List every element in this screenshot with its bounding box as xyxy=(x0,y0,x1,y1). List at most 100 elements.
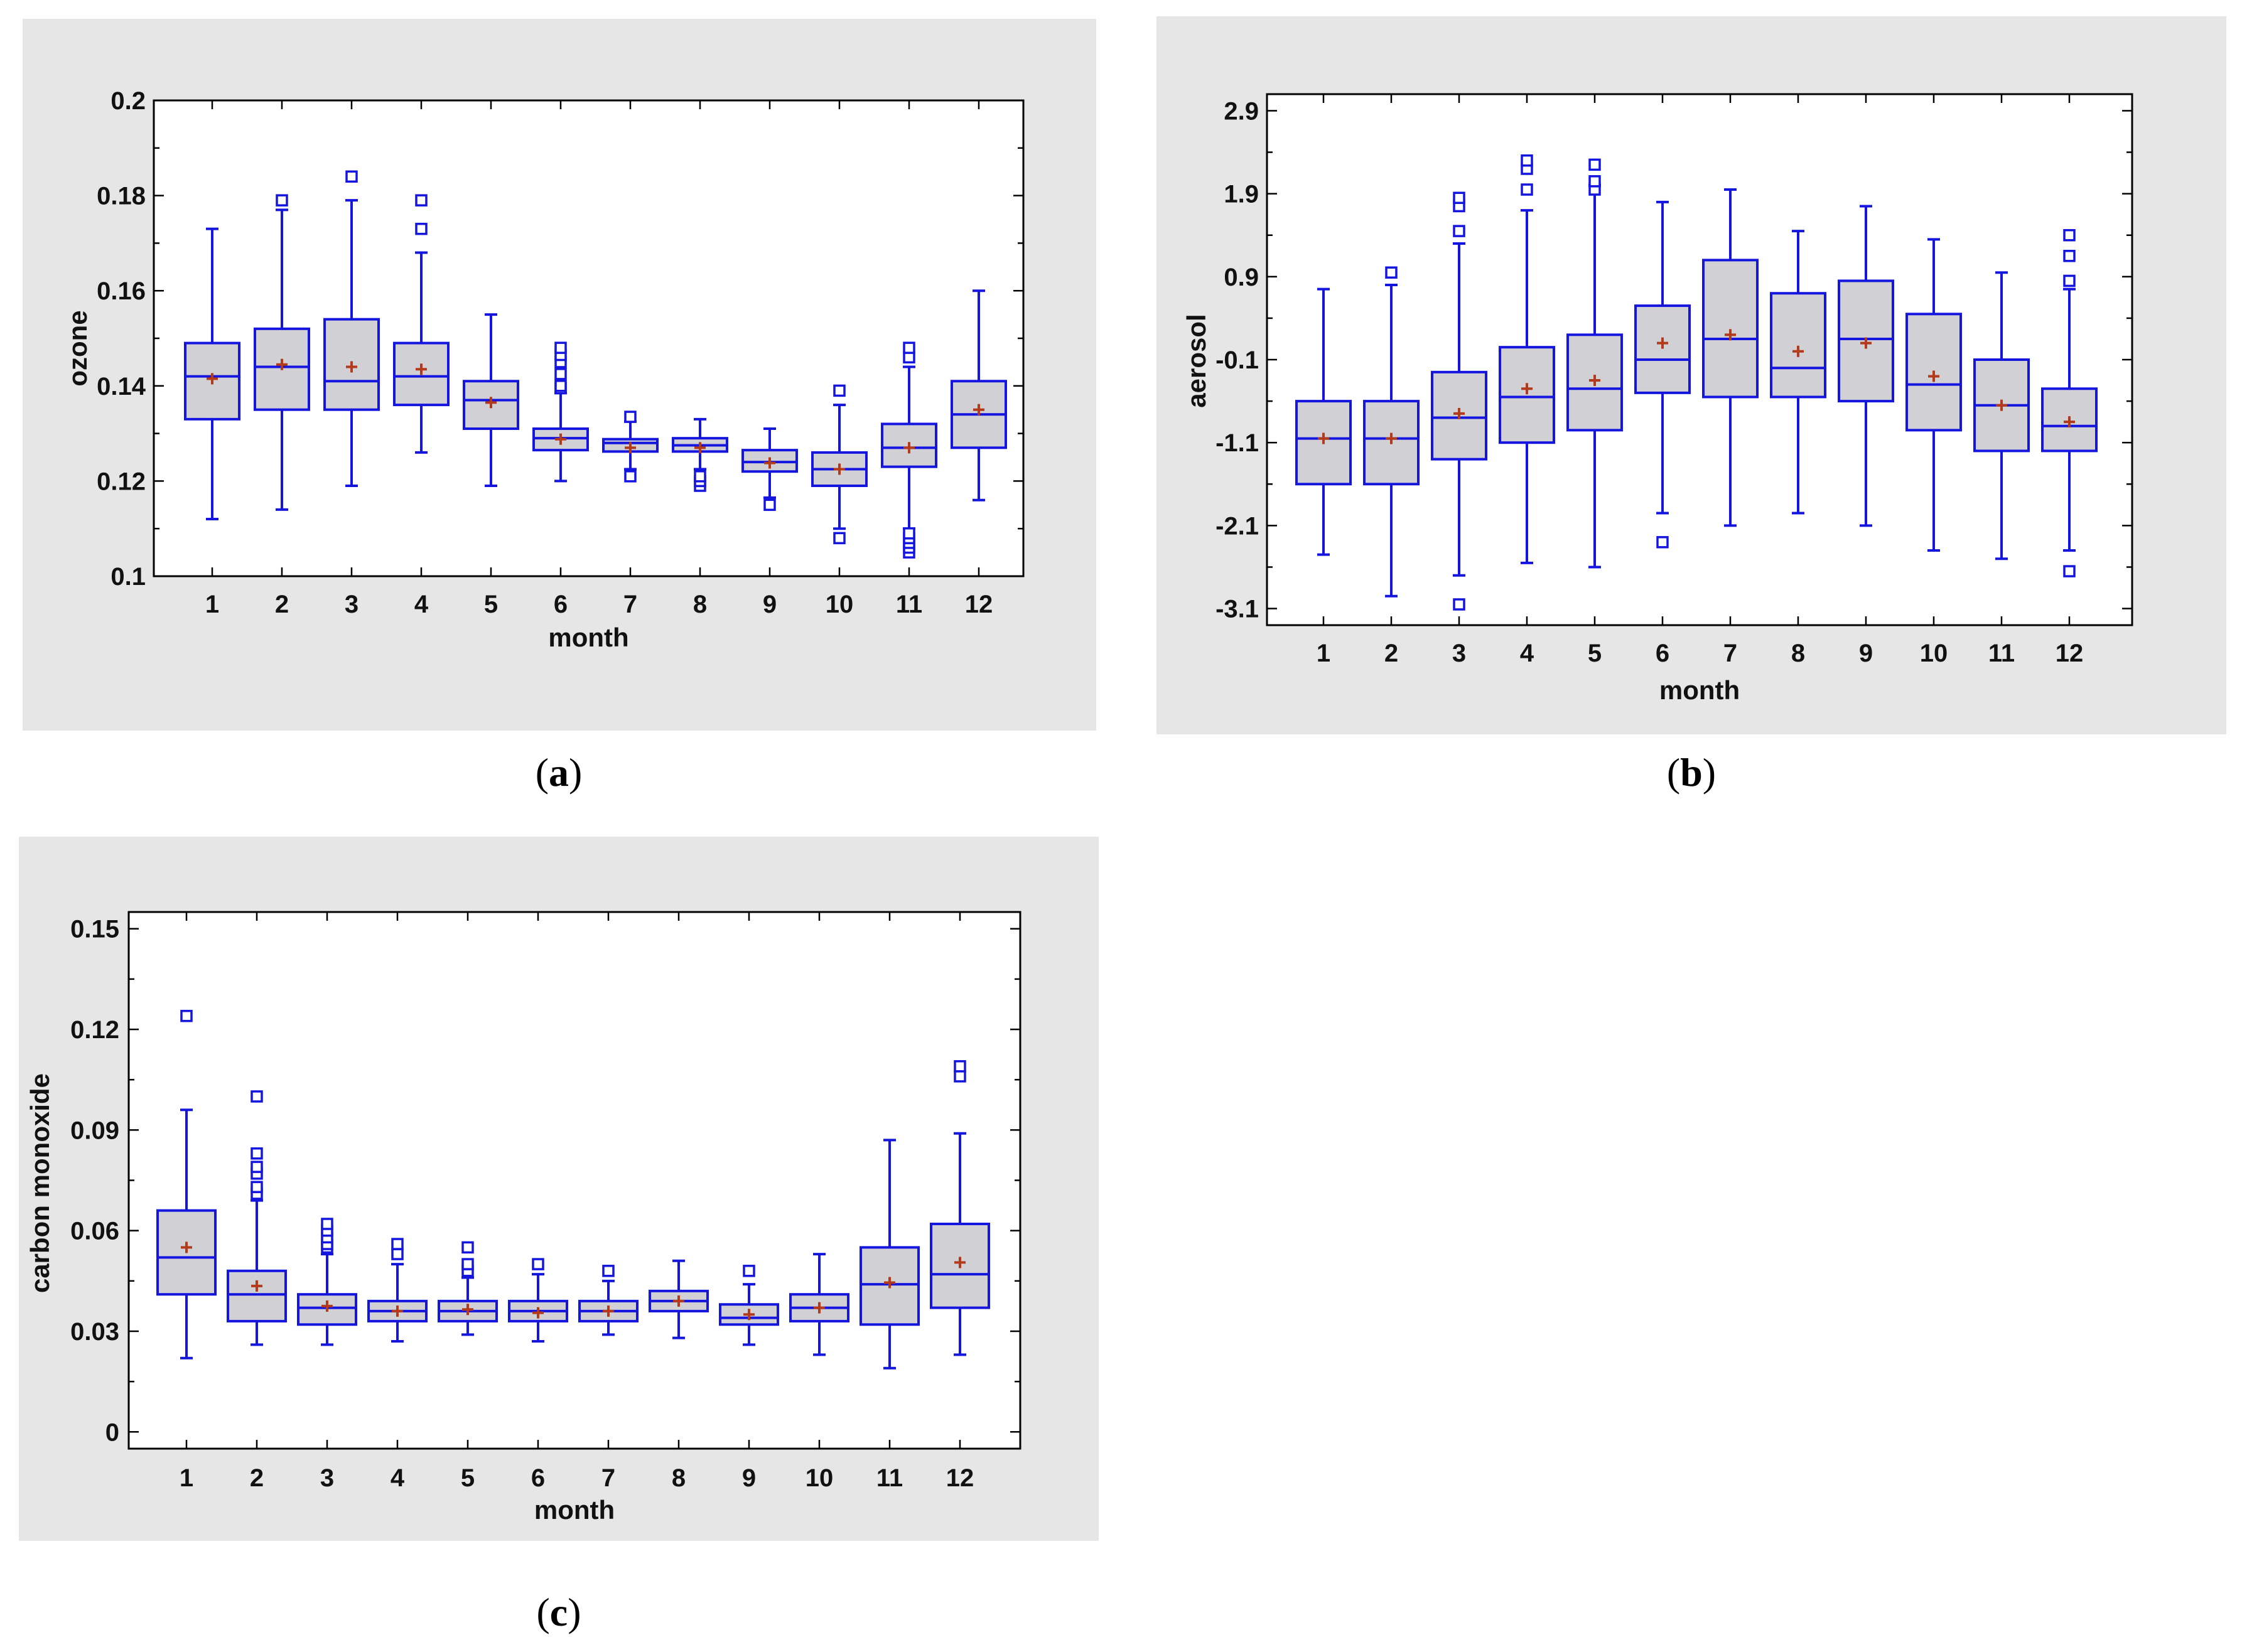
panel-c-plot-area xyxy=(127,911,1021,1450)
panel-c-marks: 00.030.060.090.120.151 2 3 4 5 6 7 8 9 10 11 12mont… xyxy=(25,912,1020,1525)
outlier-point xyxy=(954,1070,966,1083)
caption-c-letter: c xyxy=(550,1590,568,1634)
iqr-box xyxy=(1499,346,1555,444)
outlier-point xyxy=(694,470,706,483)
outlier-point xyxy=(833,384,846,397)
panel-c: 00.030.060.090.120.151 2 3 4 5 6 7 8 9 10 11 12mont… xyxy=(19,837,1099,1541)
caption-b-open: ( xyxy=(1667,750,1680,795)
outlier-point xyxy=(903,527,915,540)
panel-c-ytick-label: 0.15 xyxy=(70,916,119,943)
panel-a-ytick-label: 0.16 xyxy=(97,277,146,305)
outlier-point xyxy=(415,222,428,235)
panel-c-xtick-label: 3 xyxy=(320,1464,334,1492)
panel-b-box-month-10 xyxy=(1905,238,1962,552)
outlier-point xyxy=(1588,175,1601,188)
panel-a: 0.10.120.140.160.180.21 2 3 4 5 6 7 8 9 10 11 12mon… xyxy=(23,19,1096,731)
panel-c-box-month-6 xyxy=(508,1258,568,1343)
panel-a-box-month-8 xyxy=(672,417,728,492)
outlier-point xyxy=(624,470,637,483)
panel-b-box-month-11 xyxy=(1973,271,2030,560)
panel-b-xtick-label: 11 xyxy=(1988,640,2015,667)
panel-b-ytick-label: 0.9 xyxy=(1224,264,1259,291)
outlier-point xyxy=(554,380,567,392)
outlier-point xyxy=(833,532,846,545)
panel-b-xtick-label: 5 xyxy=(1588,640,1602,667)
panel-b-box-month-3 xyxy=(1431,191,1487,611)
panel-a-ytick-label: 0.2 xyxy=(110,87,146,115)
panel-a-x-axis-title: month xyxy=(548,623,628,652)
panel-c-xtick-label: 12 xyxy=(946,1464,974,1492)
outlier-point xyxy=(1453,598,1465,611)
panel-b-xtick-label: 2 xyxy=(1384,640,1398,667)
panel-c-xtick-label: 11 xyxy=(876,1464,903,1492)
panel-a-box-month-4 xyxy=(393,194,450,454)
panel-a-marks: 0.10.120.140.160.180.21 2 3 4 5 6 7 8 9 10 11 12mon… xyxy=(63,87,1023,652)
panel-b-box-month-12 xyxy=(2041,228,2098,577)
caption-a-letter: a xyxy=(549,750,569,795)
outlier-point xyxy=(251,1090,263,1103)
panel-c-box-month-2 xyxy=(227,1090,287,1346)
outlier-point xyxy=(1656,536,1669,549)
panel-b-box-month-6 xyxy=(1634,200,1691,549)
panel-b: -3.1-2.1-1.1-0.10.91.92.91 2 3 4 5 6 7 8 9 10 11 12… xyxy=(1156,16,2226,734)
caption-c-close: ) xyxy=(568,1590,581,1634)
panel-a-xtick-label: 1 xyxy=(205,591,219,618)
panel-b-xtick-label: 8 xyxy=(1791,640,1805,667)
panel-b-x-axis-title: month xyxy=(1659,675,1740,705)
panel-a-ytick-label: 0.1 xyxy=(110,563,146,591)
panel-c-box-month-7 xyxy=(578,1265,639,1336)
caption-a: (a) xyxy=(536,750,583,795)
panel-b-ytick-label: 2.9 xyxy=(1224,97,1259,125)
panel-c-box-month-8 xyxy=(649,1259,709,1339)
panel-b-box-month-4 xyxy=(1499,154,1555,564)
panel-a-xtick-label: 9 xyxy=(763,591,777,618)
panel-a-box-month-1 xyxy=(184,227,240,521)
panel-c-box-month-11 xyxy=(860,1139,920,1370)
panel-b-y-axis-title: aerosol xyxy=(1182,314,1211,407)
panel-a-box-month-5 xyxy=(463,313,519,487)
panel-a-box-month-11 xyxy=(881,341,937,559)
panel-c-box-month-10 xyxy=(789,1253,849,1356)
panel-a-xtick-label: 3 xyxy=(345,591,358,618)
panel-c-box-month-5 xyxy=(438,1241,498,1336)
panel-a-xtick-label: 10 xyxy=(826,591,854,618)
outlier-point xyxy=(2063,228,2076,242)
panel-c-xtick-label: 10 xyxy=(806,1464,834,1492)
panel-a-xtick-label: 4 xyxy=(414,591,429,618)
panel-a-box-month-10 xyxy=(811,384,868,545)
outlier-point xyxy=(251,1181,263,1193)
panel-b-ytick-label: -0.1 xyxy=(1215,346,1259,374)
panel-c-xtick-label: 9 xyxy=(742,1464,756,1492)
panel-b-xtick-label: 3 xyxy=(1452,640,1466,667)
iqr-box xyxy=(1702,259,1759,399)
panel-b-ytick-label: -1.1 xyxy=(1215,429,1259,457)
panel-a-box-month-7 xyxy=(602,410,659,483)
panel-a-box-month-9 xyxy=(741,427,798,512)
iqr-box xyxy=(227,1269,287,1322)
panel-c-ytick-label: 0 xyxy=(105,1419,119,1446)
outlier-point xyxy=(1521,154,1533,167)
panel-c-ytick-label: 0.03 xyxy=(70,1318,119,1346)
panel-a-xtick-label: 6 xyxy=(554,591,568,618)
panel-c-xtick-label: 1 xyxy=(180,1464,193,1492)
outlier-point xyxy=(415,194,428,206)
panel-b-ytick-label: 1.9 xyxy=(1224,181,1259,208)
outlier-point xyxy=(461,1241,474,1254)
panel-b-box-month-2 xyxy=(1363,266,1420,598)
outlier-point xyxy=(743,1265,755,1277)
panel-c-xtick-label: 4 xyxy=(391,1464,405,1492)
outlier-point xyxy=(345,170,358,183)
iqr-box xyxy=(1363,400,1420,486)
outlier-point xyxy=(2063,250,2076,262)
panel-c-box-month-1 xyxy=(156,1009,217,1360)
outlier-point xyxy=(2063,274,2076,287)
outlier-point xyxy=(903,341,915,354)
panel-a-box-month-2 xyxy=(254,194,310,511)
panel-a-box-month-12 xyxy=(951,289,1007,501)
outlier-point xyxy=(1453,225,1465,237)
panel-a-box-month-3 xyxy=(323,170,380,487)
outlier-point xyxy=(624,410,637,423)
panel-b-xtick-label: 10 xyxy=(1920,640,1948,667)
panel-b-xtick-label: 1 xyxy=(1317,640,1330,667)
